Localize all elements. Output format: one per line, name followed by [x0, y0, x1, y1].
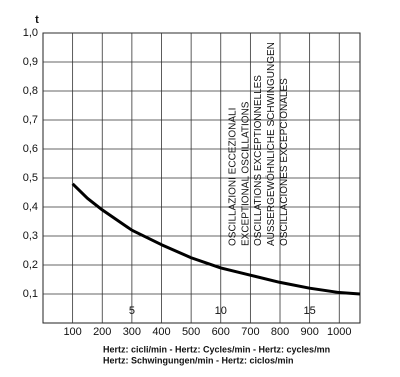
x-tick-label: 100 [63, 326, 81, 338]
x2-tick-label: 5 [129, 305, 135, 317]
x-tick-label: 700 [241, 326, 259, 338]
x-tick-label: 900 [300, 326, 318, 338]
y-tick-label: 0,7 [23, 114, 38, 126]
footer-text: Hertz: Schwingungen/min - Hertz: ciclos/… [103, 355, 294, 365]
annotation: AUSSERGEWÖHNLICHE SCHWINGUNGEN [265, 42, 277, 246]
y-tick-label: 0,2 [23, 259, 38, 271]
y-tick-label: 1,0 [23, 27, 38, 39]
y-tick-label: 0,8 [23, 85, 38, 97]
x2-tick-label: 15 [304, 305, 316, 317]
annotation: OSCILLATIONS EXCEPTIONNELLES [253, 75, 264, 246]
y-tick-label: 0,5 [23, 172, 38, 184]
footer-text: Hertz: cicli/min - Hertz: Cycles/min - H… [103, 344, 330, 354]
x-tick-label: 800 [271, 326, 289, 338]
x-tick-label: 200 [93, 326, 111, 338]
y-tick-label: 0,6 [23, 143, 38, 155]
curve [71, 182, 361, 296]
x-tick-label: 300 [123, 326, 141, 338]
annotation: EXCEPTIONAL OSCILLATIONS [240, 101, 251, 246]
x-tick-label: 600 [212, 326, 230, 338]
annotation: OSCILLACIONES EXCEPCIONALES [279, 78, 290, 246]
annotation: OSCILLAZIONI ECCEZIONALI [228, 108, 239, 246]
y-tick-label: 0,3 [23, 230, 38, 242]
x-tick-label: 400 [152, 326, 170, 338]
y-tick-label: 0,4 [23, 201, 38, 213]
y-tick-label: 0,1 [23, 288, 38, 300]
y-axis-label: t [35, 14, 39, 26]
y-tick-label: 0,9 [23, 56, 38, 68]
x-tick-label: 500 [182, 326, 200, 338]
x2-tick-label: 10 [215, 305, 227, 317]
x-tick-label: 1000 [327, 326, 351, 338]
